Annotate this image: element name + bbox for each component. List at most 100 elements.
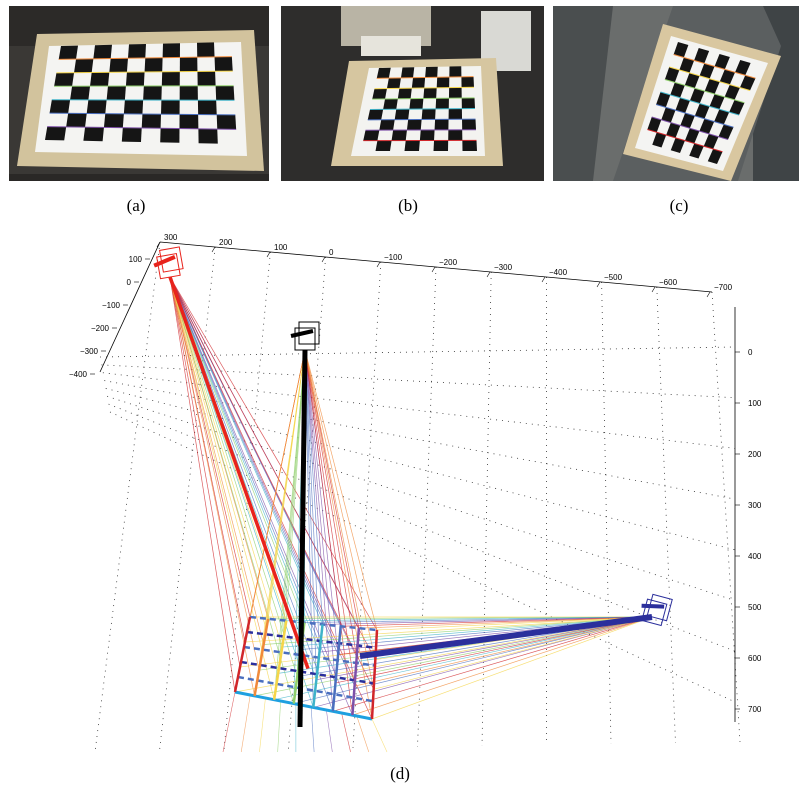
ray [371,616,653,720]
tick-mark [321,256,326,263]
tick-mark [266,251,271,258]
checker-square [735,60,751,76]
checker-square [58,45,78,60]
checker-square [179,85,198,101]
caption-b: (b) [398,196,418,215]
corner-line [660,91,740,116]
checker-square [670,137,685,153]
grid-line [105,388,736,551]
checker-square [679,57,695,73]
ray [169,276,320,653]
checker-square [462,119,476,130]
corner-line [51,99,235,101]
tick-label-left: −300 [80,347,99,356]
ray [259,697,266,753]
ray [376,616,653,631]
checker-square [215,85,235,101]
checker-square [214,56,233,72]
checker-square [684,72,700,89]
ray [304,349,376,660]
checker-square [724,84,740,100]
optical-axis-left [168,276,310,670]
checker-square [664,67,680,83]
corner-line [58,56,232,60]
tick-label-right: 400 [748,552,762,561]
photo-b [281,6,544,181]
ray [222,691,236,753]
checker-square [707,148,723,164]
corner-line [47,126,237,130]
corner-line [655,104,734,128]
checker-square [739,75,756,91]
checker-square [216,114,237,130]
board-column [331,626,342,712]
corner-line [647,129,723,153]
corner-line [56,70,233,74]
ray [169,276,298,677]
tick-label-top: −300 [494,263,513,272]
checker-square [656,92,671,108]
checker-square [647,117,662,133]
checker-square [144,57,163,72]
ray [274,616,653,701]
grid-line [656,286,676,744]
tick-label-right: 500 [748,603,762,612]
camera-axis-bar [153,255,176,268]
board-column [370,629,379,720]
caption-a: (a) [126,196,146,215]
ray [335,616,653,684]
checker-square [703,133,719,149]
corner-line [365,129,477,131]
axis-top [159,241,713,293]
ray [326,709,333,753]
tick-label-top: 100 [274,243,288,252]
tick-label-right: 300 [748,501,762,510]
corner-line [369,108,476,110]
camera-left [153,246,184,280]
ray [169,276,336,684]
board-row [237,675,374,703]
checker-square [704,78,720,95]
board-column [351,628,361,716]
ray [169,276,283,648]
optical-axis-right [359,614,653,659]
ray [352,616,653,716]
camera-axis-bar [290,329,314,338]
caption-c: (c) [669,196,689,215]
caption-d: (d) [390,764,410,783]
checker-square [379,119,395,131]
corner-line [49,112,236,116]
corner-line [367,118,476,121]
checker-square [160,128,180,143]
checker-square [143,85,162,101]
grid-line [102,372,736,449]
ray [304,349,375,690]
photo-c [553,6,799,181]
checker-square [689,143,704,159]
checker-square [404,140,420,151]
checker-square [123,99,144,114]
checkerboard [647,42,756,164]
ray [169,276,241,668]
tick-mark [431,266,436,273]
tick-label-top: −200 [439,258,458,267]
ray [371,718,388,753]
tick-label-top: −700 [714,283,733,292]
checker-square [684,128,700,144]
tick-label-right: 200 [748,450,762,459]
ray [304,349,336,683]
checker-square [383,98,398,110]
checker-square [70,86,91,100]
grid-line [107,395,736,601]
ray [263,616,653,645]
ray [169,276,260,671]
axes: 300 200 100 0 −100 −200 −300 −400 −500 −600 −700 10… [69,233,762,722]
grid-line [481,271,492,747]
tick-label-left: −200 [91,324,110,333]
checker-square [719,69,736,85]
checker-square [675,97,690,114]
board-column [272,620,288,700]
checker-square [179,57,198,72]
ray [304,349,360,629]
ray [273,349,306,700]
